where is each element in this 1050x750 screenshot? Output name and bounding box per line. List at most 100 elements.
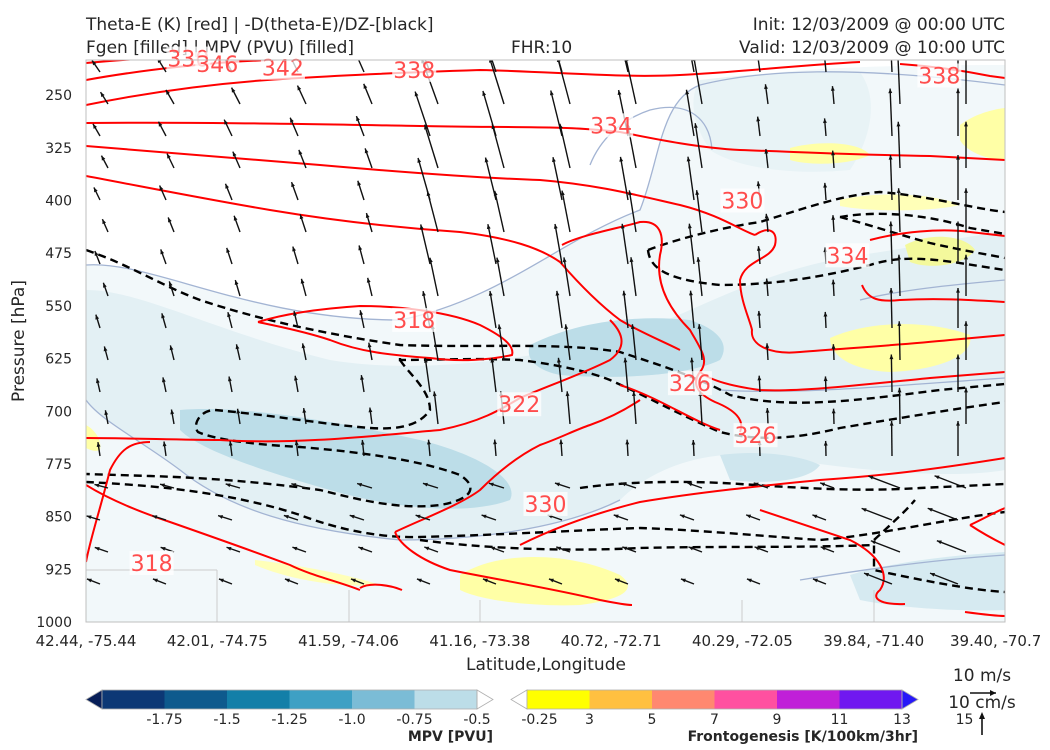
wind-vector-head: [936, 540, 942, 545]
fgen-patch: [960, 108, 1005, 160]
wind-vector-head: [956, 221, 960, 227]
wind-vector-head: [562, 257, 567, 263]
wind-vector-head: [956, 155, 960, 160]
wind-vector-head: [684, 23, 688, 28]
wind-vector-head: [297, 85, 302, 91]
wind-vector-shaft: [566, 391, 571, 425]
wind-vector-head: [622, 290, 627, 296]
mpv-fill-core-east: [720, 453, 820, 482]
wind-vector-shaft: [489, 290, 497, 329]
wind-vector-head: [355, 52, 359, 57]
wind-vector-head: [103, 282, 107, 288]
wind-vector-head: [757, 375, 762, 381]
colorbar-tick-label: -1.75: [146, 712, 182, 728]
wind-vector-shaft: [414, 91, 431, 137]
wind-vector-head: [753, 482, 759, 487]
wind-vector-head: [831, 215, 836, 220]
x-tick-label: 41.59, -74.06: [298, 632, 399, 650]
theta-e-label: 334: [826, 244, 868, 269]
wind-vector-head: [356, 116, 360, 122]
wind-vector-head: [364, 148, 369, 154]
colorbar-swatch: [164, 690, 228, 709]
wind-vector-shaft: [491, 124, 505, 169]
x-tick-label: 39.84, -71.40: [823, 632, 924, 650]
colorbar-swatch: [589, 690, 653, 709]
colorbar-swatch: [527, 690, 590, 709]
wind-vector-head: [964, 55, 968, 60]
wind-vector-head: [486, 224, 491, 230]
colorbar-tick-label: -0.5: [463, 712, 490, 728]
plot-frame: [85, 59, 1006, 623]
colorbar-swatch: [227, 690, 290, 709]
wind-vector-head: [831, 344, 836, 349]
wind-scale-vertical-label: 10 cm/s: [948, 693, 1016, 713]
wind-vector-shaft: [897, 121, 901, 169]
colorbar-swatch: [102, 690, 165, 709]
wind-vector-head: [104, 410, 109, 416]
wind-vector-head: [695, 190, 700, 195]
wind-vector-head: [756, 116, 761, 122]
wind-vector-head: [556, 546, 562, 551]
wind-vector-head: [481, 514, 487, 519]
wind-vector-head: [564, 324, 569, 330]
x-tick-label: 42.01, -74.75: [167, 632, 268, 650]
wind-vector-head: [956, 354, 960, 360]
wind-vector-shaft: [426, 190, 439, 233]
wind-vector-head: [964, 387, 968, 393]
wind-vector-head: [746, 514, 752, 519]
wind-vector-shaft: [889, 155, 893, 201]
wind-vector-head: [764, 84, 768, 90]
wind-vector-head: [864, 572, 870, 577]
theta-e-label-bg: [917, 63, 962, 88]
wind-vector-shaft: [630, 257, 637, 297]
wind-vector-head: [756, 52, 760, 57]
wind-vector-head: [697, 324, 702, 329]
colorbar-swatch: [289, 690, 353, 709]
wind-vector-head: [227, 376, 232, 382]
forecast-hour: FHR:10: [511, 38, 573, 58]
wind-vector-head: [101, 155, 106, 161]
colorbar-extend-max: [476, 689, 494, 710]
wind-vector-head: [680, 578, 686, 583]
wind-vector-head: [100, 92, 105, 98]
wind-vector-head: [689, 357, 694, 363]
wind-vector-head: [765, 343, 770, 348]
mpv-colorbar: -1.75 -1.5 -1.25 -1.0 -0.75 -0.5 -0.25: [85, 689, 558, 728]
wind-vector-head: [157, 60, 162, 63]
theta-e-label: 342: [262, 57, 304, 82]
wind-vector-shaft: [861, 507, 893, 521]
wind-vector-head: [93, 187, 98, 193]
wind-vector-head: [228, 440, 233, 446]
wind-vector-shaft: [552, 157, 563, 201]
wind-vector-head: [497, 324, 502, 330]
wind-vector-head: [417, 157, 422, 163]
colorbar-swatch: [777, 690, 840, 709]
wind-vector-head: [96, 442, 101, 448]
wind-vector-head: [161, 377, 166, 383]
wind-vector-head: [360, 375, 364, 380]
wind-vector-head: [746, 578, 752, 583]
wind-vector-head: [754, 546, 760, 551]
theta-e-label: 338: [393, 59, 435, 84]
wind-vector-head: [218, 578, 224, 583]
chart-title-line2: Fgen [filled] | MPV (PVU) [filled]: [86, 38, 355, 58]
wind-vector-shaft: [927, 507, 959, 521]
wind-vector-head: [621, 482, 627, 487]
wind-vector-shaft: [621, 223, 629, 265]
colorbar-tick-label: 13: [893, 712, 911, 728]
wind-vector-head: [490, 546, 496, 551]
wind-vector-head: [556, 357, 561, 363]
theta-e-label: 330: [525, 493, 567, 518]
wind-vector-head: [964, 254, 968, 260]
wind-vector-head: [218, 515, 224, 519]
wind-vector-head: [290, 117, 294, 123]
wind-vector-head: [956, 421, 960, 426]
wind-vector-shaft: [934, 475, 967, 489]
wind-vector-head: [889, 354, 894, 360]
wind-vector-head: [831, 279, 836, 285]
wind-vector-head: [360, 440, 365, 445]
mpv-fill-core-mid: [528, 318, 724, 377]
theta-e-label: 322: [498, 393, 540, 418]
frontogenesis-colorbar-label: Frontogenesis [K/100km/3hr]: [688, 729, 918, 745]
wind-vector-head: [94, 250, 99, 256]
